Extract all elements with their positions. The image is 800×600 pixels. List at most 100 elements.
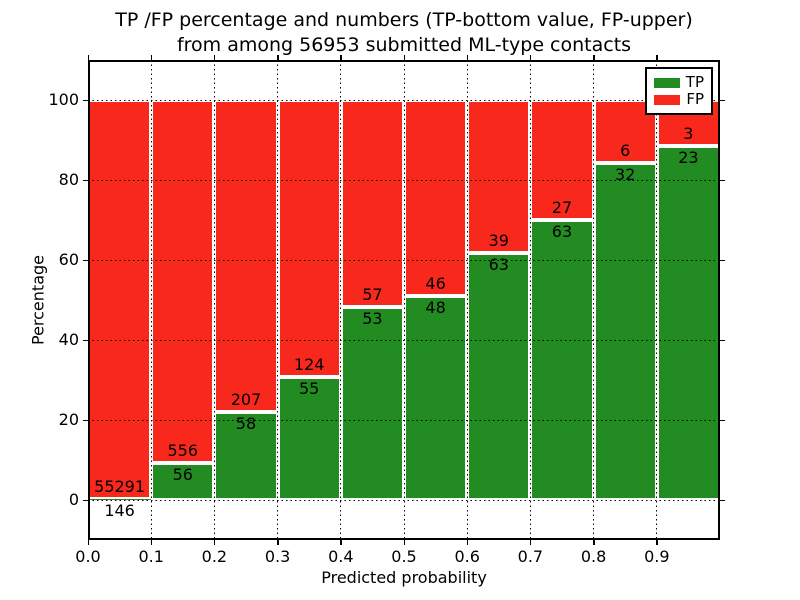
- bar-segment-fp-1: [151, 100, 215, 464]
- horizontal-gridline-100: [88, 99, 720, 101]
- x-tick-label-3: 0.3: [264, 547, 291, 566]
- bar-segment-fp-8: [593, 100, 657, 164]
- x-tick-bottom-3: [277, 540, 279, 545]
- horizontal-gridline-60: [88, 259, 720, 261]
- x-tick-label-1: 0.1: [138, 547, 164, 566]
- y-tick-right-100: [720, 99, 725, 101]
- x-tick-label-8: 0.8: [580, 547, 607, 566]
- horizontal-gridline-80: [88, 179, 720, 181]
- y-tick-left-60: [83, 259, 88, 261]
- bar-segment-fp-0: [88, 100, 152, 499]
- bar-segment-tp-4: [340, 307, 404, 500]
- x-tick-bottom-2: [213, 540, 216, 545]
- x-tick-bottom-8: [593, 540, 595, 545]
- bar-segment-fp-2: [214, 100, 278, 413]
- bar-segment-fp-6: [467, 100, 531, 253]
- legend: TP FP: [645, 67, 713, 115]
- vertical-gridline-6: [466, 60, 468, 540]
- legend-row-tp: TP: [654, 74, 704, 91]
- tp-count-label-9: 23: [678, 148, 699, 168]
- x-tick-top-8: [593, 55, 595, 60]
- plot-area: 55291 146 556 56 207 58 124 55 57 53 46 48 39 63 27 63 6…: [88, 60, 720, 540]
- bar-segment-tp-5: [404, 295, 468, 500]
- x-tick-top-7: [529, 55, 532, 60]
- x-tick-label-6: 0.6: [454, 547, 480, 566]
- x-tick-top-9: [656, 55, 658, 60]
- horizontal-gridline-0: [88, 499, 720, 501]
- tp-count-label-5: 48: [425, 297, 446, 317]
- y-tick-left-0: [83, 499, 88, 501]
- x-tick-bottom-6: [466, 540, 469, 545]
- bar-segment-tp-2: [214, 412, 278, 500]
- y-tick-label-0: 0: [68, 490, 79, 509]
- x-tick-bottom-1: [150, 540, 153, 545]
- legend-swatch-fp-icon: [654, 94, 680, 105]
- y-tick-left-20: [83, 419, 88, 421]
- tp-count-label-2: 58: [235, 414, 257, 434]
- y-tick-left-100: [83, 99, 88, 101]
- x-tick-label-0: 0.0: [75, 547, 101, 566]
- tp-count-label-8: 32: [615, 165, 636, 185]
- x-tick-top-1: [150, 55, 153, 60]
- legend-row-fp: FP: [654, 91, 704, 108]
- vertical-gridline-7: [529, 60, 531, 540]
- bar-segment-tp-9: [656, 146, 720, 500]
- x-tick-top-4: [340, 55, 342, 60]
- vertical-gridline-8: [593, 60, 595, 540]
- y-tick-label-60: 60: [58, 250, 79, 269]
- x-tick-bottom-5: [403, 540, 405, 545]
- y-tick-right-0: [720, 499, 725, 501]
- x-tick-bottom-7: [529, 540, 532, 545]
- tp-count-label-7: 63: [551, 222, 573, 241]
- x-tick-bottom-4: [340, 540, 342, 545]
- legend-label-fp: FP: [686, 90, 704, 108]
- y-tick-left-40: [83, 339, 88, 341]
- x-tick-top-5: [403, 55, 405, 60]
- horizontal-gridline-40: [88, 339, 720, 341]
- tp-count-label-3: 55: [299, 379, 320, 399]
- x-tick-bottom-0: [87, 540, 89, 545]
- fp-count-label-0: 55291: [94, 476, 146, 496]
- fp-count-label-2: 207: [230, 390, 262, 410]
- fp-count-label-3: 124: [293, 355, 325, 375]
- vertical-gridline-1: [150, 60, 152, 540]
- x-tick-top-2: [213, 55, 216, 60]
- bar-segment-fp-5: [404, 100, 468, 296]
- y-tick-label-100: 100: [48, 90, 79, 109]
- horizontal-gridline-20: [88, 419, 720, 421]
- chart-title-line1: TP /FP percentage and numbers (TP-bottom…: [115, 9, 693, 31]
- tp-count-label-4: 53: [362, 309, 383, 329]
- y-tick-label-80: 80: [58, 170, 79, 189]
- x-axis-label: Predicted probability: [321, 568, 487, 587]
- vertical-gridline-5: [403, 60, 405, 540]
- bar-segment-tp-1: [151, 463, 215, 500]
- x-tick-label-5: 0.5: [391, 547, 417, 566]
- vertical-gridline-3: [277, 60, 279, 540]
- tp-count-label-6: 63: [488, 254, 509, 274]
- bar-segment-tp-7: [530, 220, 594, 500]
- y-tick-right-60: [720, 259, 725, 261]
- fp-count-label-5: 46: [425, 273, 446, 293]
- legend-label-tp: TP: [685, 73, 704, 91]
- bar-segment-tp-8: [593, 163, 657, 500]
- x-tick-label-4: 0.4: [328, 547, 354, 566]
- fp-count-label-1: 556: [167, 441, 199, 461]
- y-tick-right-40: [720, 339, 725, 341]
- fp-count-label-9: 3: [683, 124, 694, 144]
- bar-segment-tp-3: [277, 377, 341, 500]
- vertical-gridline-9: [656, 60, 658, 540]
- chart-title-line2: from among 56953 submitted ML-type conta…: [176, 34, 632, 56]
- y-tick-label-20: 20: [58, 410, 79, 429]
- tp-count-label-0: 146: [104, 500, 135, 520]
- x-tick-label-9: 0.9: [644, 547, 670, 566]
- x-tick-top-0: [87, 55, 89, 60]
- vertical-gridline-2: [213, 60, 215, 540]
- bar-segment-fp-7: [530, 100, 594, 220]
- y-tick-right-20: [720, 419, 725, 421]
- x-tick-label-2: 0.2: [201, 547, 228, 566]
- x-tick-bottom-9: [656, 540, 658, 545]
- bar-segment-fp-4: [340, 100, 404, 308]
- bar-segment-fp-3: [277, 100, 341, 378]
- y-tick-right-80: [720, 179, 725, 181]
